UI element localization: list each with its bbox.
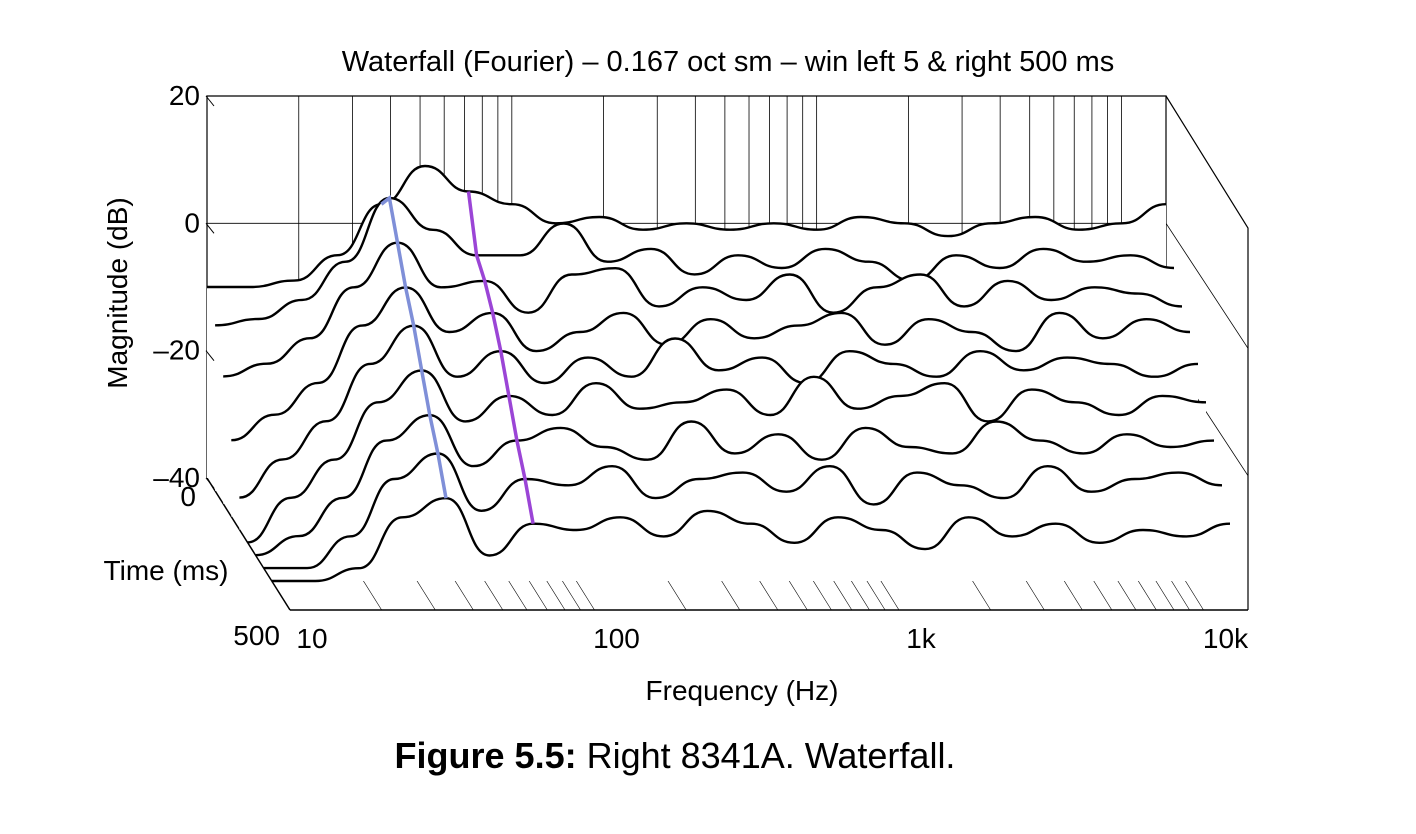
trace-fill (271, 498, 1230, 581)
x-tick-label: 100 (593, 623, 640, 654)
right-wall-edge (1165, 95, 1249, 610)
y-tick (205, 477, 215, 489)
caption-text: Right 8341A. Waterfall. (576, 735, 956, 776)
chart-title: Waterfall (Fourier) – 0.167 oct sm – win… (342, 46, 1115, 78)
y-axis-label: Magnitude (dB) (102, 197, 133, 388)
x-tick-label: 1k (906, 623, 937, 654)
decay-ridges (380, 191, 535, 525)
waterfall-trace (239, 324, 1199, 499)
x-axis-label: Frequency (Hz) (646, 675, 839, 706)
waterfall-traces (207, 164, 1231, 583)
y-tick (205, 223, 215, 234)
side-grid-line (1165, 223, 1249, 349)
waterfall-trace (247, 369, 1207, 544)
waterfall-trace (207, 164, 1167, 289)
decay-ridge-2 (466, 191, 535, 525)
waterfall-trace (231, 286, 1191, 442)
figure-caption: Figure 5.5: Right 8341A. Waterfall. (0, 735, 1350, 777)
y-tick-label: –40 (153, 462, 200, 493)
x-tick-label: 10k (1203, 623, 1249, 654)
z-tick-label: 500 (233, 620, 280, 651)
floor-grid-line (235, 524, 291, 611)
y-tick-label: 0 (184, 207, 200, 238)
decay-ridge-1 (380, 194, 448, 499)
waterfall-trace (263, 452, 1223, 570)
y-tick-label: –20 (153, 335, 200, 366)
y-tick (205, 95, 215, 107)
waterfall-trace (271, 497, 1231, 583)
waterfall-trace (255, 414, 1215, 557)
x-tick-label: 10 (296, 623, 327, 654)
waterfall-trace (215, 196, 1175, 327)
caption-label: Figure 5.5: (394, 735, 577, 776)
waterfall-trace (223, 241, 1183, 378)
y-tick (205, 350, 215, 361)
z-axis-label: Time (ms) (104, 555, 229, 586)
y-tick-label: 20 (169, 80, 200, 111)
z-tick-label: 0 (180, 481, 196, 512)
